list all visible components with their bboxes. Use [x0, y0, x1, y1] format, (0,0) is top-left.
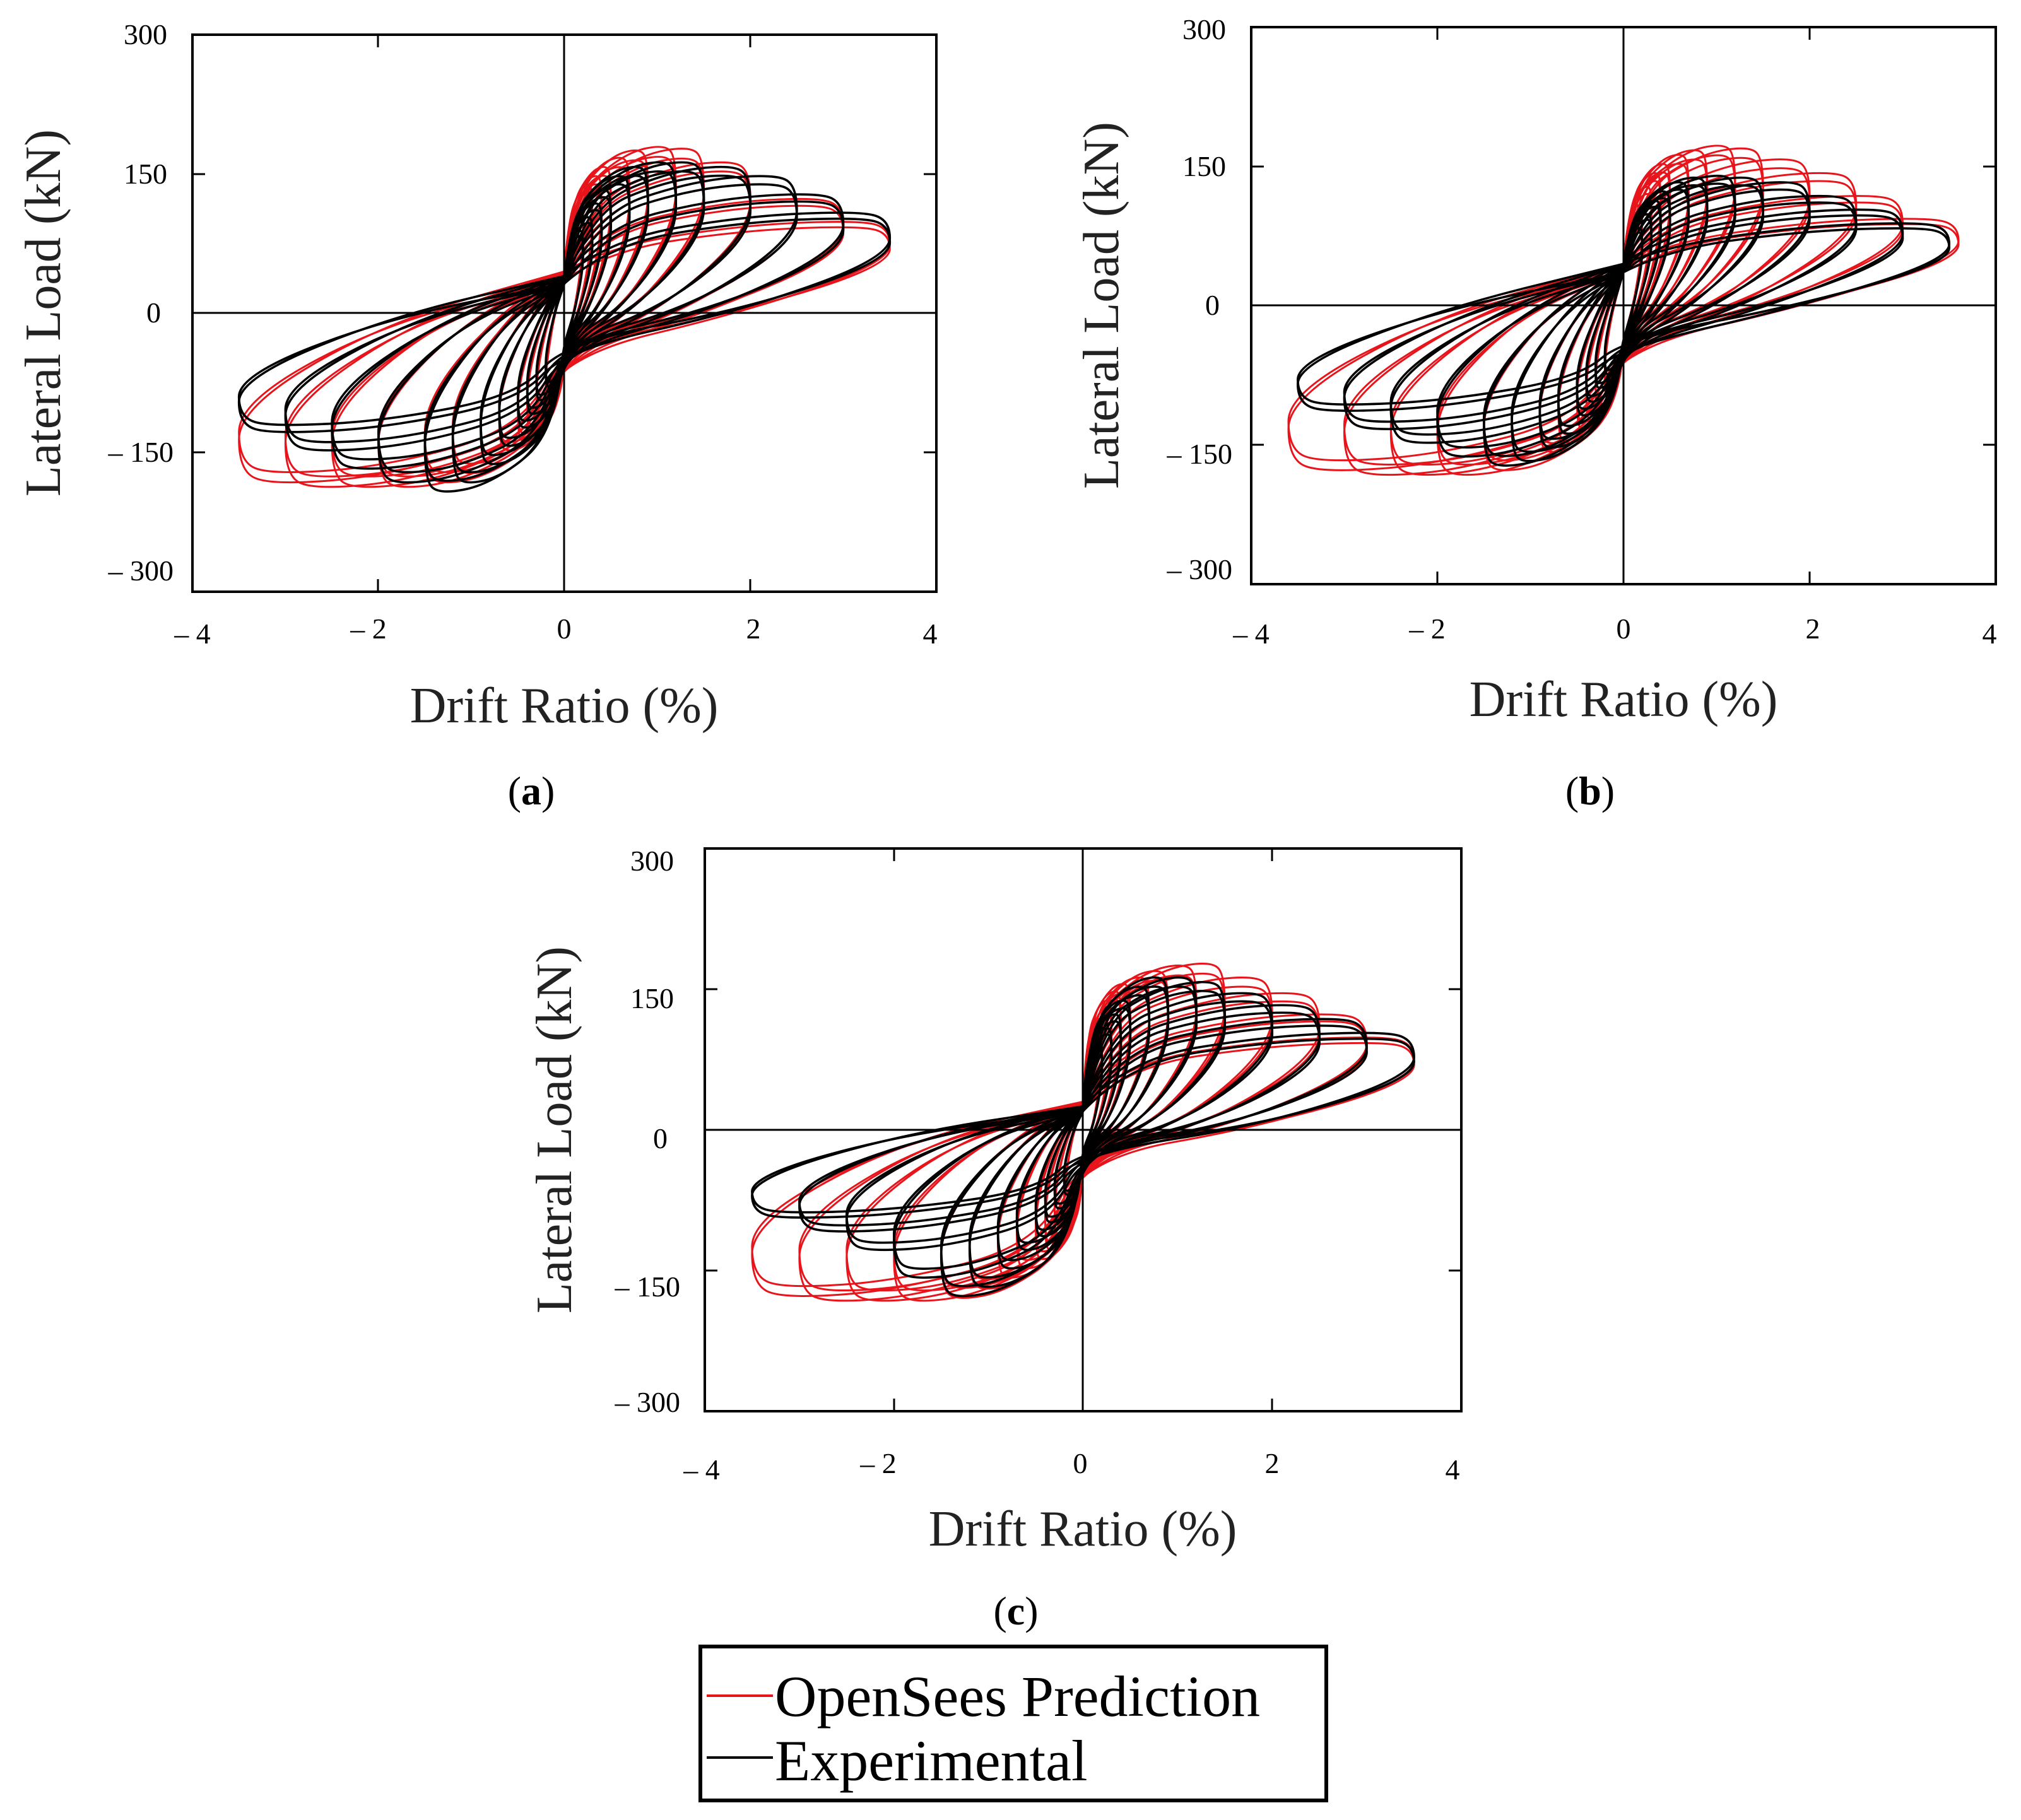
y-tick-label-a-neg300: – 300 [108, 555, 174, 587]
curves-a [237, 146, 892, 493]
y-tick-label-b-0: 0 [1205, 289, 1220, 321]
x-tick-label-b-0: 0 [1617, 613, 1631, 645]
x-tick-label-a-2: 2 [746, 613, 761, 645]
y-tick-label-c-300: 300 [630, 845, 674, 877]
x-tick-label-c-neg2: – 2 [859, 1447, 897, 1479]
y-tick-label-c-0: 0 [653, 1122, 668, 1154]
legend-label-experimental: Experimental [775, 1729, 1088, 1793]
y-axis-label-b: Lateral Load (kN) [1074, 122, 1129, 489]
y-tick-label-b-150: 150 [1182, 150, 1226, 182]
panel-label-b: (b) [1565, 768, 1615, 813]
series-a-experimental [237, 161, 892, 493]
x-axis-label-b: Drift Ratio (%) [1470, 672, 1778, 727]
loop-a-opensees-11-0 [238, 221, 891, 484]
y-ticks-c [705, 848, 1461, 1411]
y-axis-label-c: Lateral Load (kN) [527, 946, 582, 1313]
series-b-experimental [1297, 174, 1951, 467]
y-tick-label-a-neg150: – 150 [108, 436, 174, 468]
panel-label-a: (a) [508, 768, 555, 813]
x-tick-label-c-4: 4 [1446, 1453, 1460, 1486]
loop-a-experimental-11-1 [237, 217, 892, 426]
y-axis-label-a: Lateral Load (kN) [16, 129, 71, 496]
x-axis-label-a: Drift Ratio (%) [410, 678, 719, 734]
y-tick-label-c-neg150: – 150 [615, 1271, 681, 1303]
y-tick-label-c-neg300: – 300 [615, 1386, 681, 1418]
y-ticks-a [192, 35, 936, 592]
x-tick-label-a-4: 4 [923, 618, 938, 650]
y-tick-label-b-neg150: – 150 [1167, 438, 1233, 470]
y-tick-label-a-0: 0 [146, 296, 161, 329]
loop-c-experimental-4-1 [1015, 994, 1151, 1244]
legend-box [698, 1645, 1328, 1802]
panel-a: 300 150 0 – 150 – 300 – 4 – 2 0 2 4 Drif… [16, 18, 938, 813]
series-c-experimental [751, 976, 1415, 1298]
loop-a-experimental-6-1 [451, 170, 678, 474]
x-axis-label-c: Drift Ratio (%) [929, 1501, 1237, 1557]
y-ticks-b [1251, 27, 1996, 584]
y-tick-label-b-300: 300 [1182, 13, 1226, 45]
x-tick-label-b-2: 2 [1806, 613, 1820, 645]
y-tick-label-a-150: 150 [124, 158, 167, 190]
y-tick-label-b-neg300: – 300 [1167, 553, 1233, 585]
x-tick-label-c-2: 2 [1265, 1447, 1280, 1479]
legend: OpenSees Prediction Experimental [698, 1645, 1328, 1802]
loop-c-experimental-3-1 [1034, 1007, 1132, 1231]
x-tick-label-c-0: 0 [1073, 1447, 1088, 1479]
loop-c-experimental-11-1 [751, 1037, 1415, 1214]
legend-label-opensees: OpenSees Prediction [775, 1664, 1260, 1729]
panel-label-c: (c) [993, 1588, 1038, 1633]
y-tick-label-c-150: 150 [630, 982, 674, 1014]
x-tick-label-a-0: 0 [557, 613, 572, 645]
loop-c-opensees-11-1 [751, 1042, 1415, 1288]
curves-b [1287, 144, 1960, 476]
panel-b: 300 150 0 – 150 – 300 – 4 – 2 0 2 4 Drif… [1074, 13, 1997, 813]
x-tick-label-a-neg4: – 4 [174, 618, 211, 650]
loop-b-experimental-11-1 [1297, 227, 1951, 406]
loop-b-opensees-11-0 [1287, 218, 1960, 471]
x-tick-label-c-neg4: – 4 [683, 1453, 720, 1486]
x-tick-label-b-neg4: – 4 [1232, 618, 1270, 650]
x-tick-label-b-4: 4 [1983, 618, 1997, 650]
x-tick-label-b-neg2: – 2 [1408, 613, 1446, 645]
loop-b-experimental-5-1 [1538, 184, 1709, 440]
y-tick-label-a-300: 300 [124, 18, 167, 50]
curves-c [751, 963, 1415, 1302]
x-tick-label-a-neg2: – 2 [350, 613, 387, 645]
panel-c: 300 150 0 – 150 – 300 – 4 – 2 0 2 4 Drif… [527, 845, 1463, 1633]
